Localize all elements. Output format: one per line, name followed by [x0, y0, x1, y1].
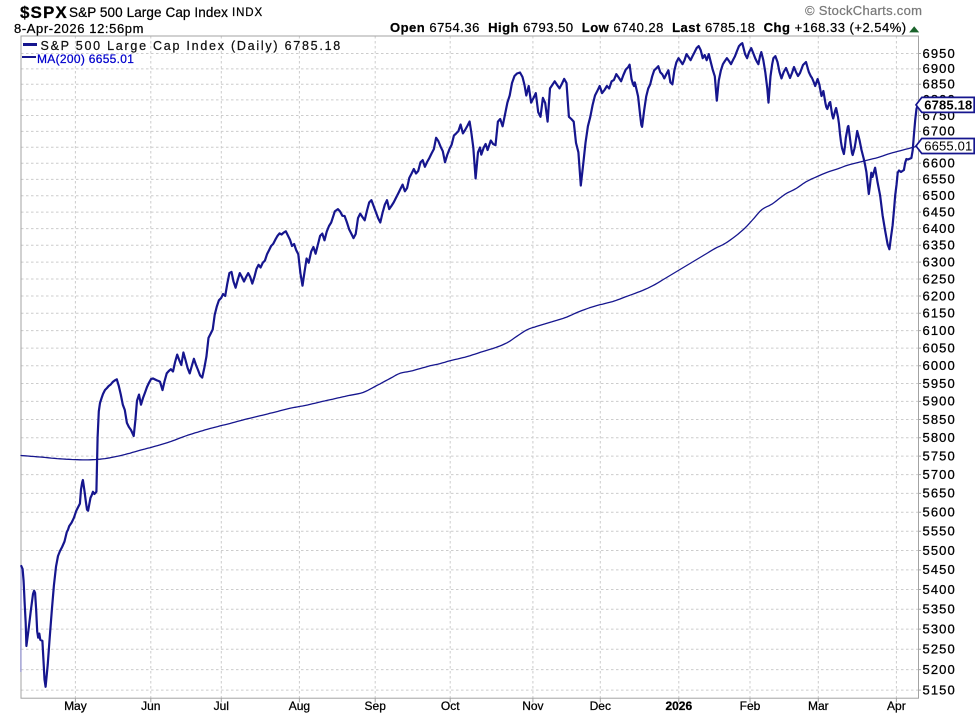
- svg-text:5900: 5900: [923, 394, 956, 409]
- svg-text:Nov: Nov: [522, 699, 543, 713]
- svg-text:5250: 5250: [923, 642, 956, 657]
- svg-text:5350: 5350: [923, 602, 956, 617]
- svg-text:5700: 5700: [923, 467, 956, 482]
- svg-text:5750: 5750: [923, 448, 956, 463]
- svg-text:6400: 6400: [923, 221, 956, 236]
- svg-text:6655.01: 6655.01: [924, 139, 972, 154]
- svg-text:6450: 6450: [923, 204, 956, 219]
- svg-text:5650: 5650: [923, 486, 956, 501]
- svg-text:5300: 5300: [923, 622, 956, 637]
- svg-text:6350: 6350: [923, 238, 956, 253]
- svg-text:5500: 5500: [923, 543, 956, 558]
- svg-text:5400: 5400: [923, 582, 956, 597]
- svg-text:6550: 6550: [923, 172, 956, 187]
- svg-text:5950: 5950: [923, 376, 956, 391]
- svg-text:5600: 5600: [923, 505, 956, 520]
- svg-text:Apr: Apr: [887, 699, 906, 713]
- svg-text:6050: 6050: [923, 340, 956, 355]
- svg-text:Jun: Jun: [141, 699, 160, 713]
- svg-text:5150: 5150: [923, 683, 956, 698]
- svg-text:6250: 6250: [923, 271, 956, 286]
- svg-text:6785.18: 6785.18: [924, 98, 972, 113]
- svg-text:6850: 6850: [923, 77, 956, 92]
- svg-text:5850: 5850: [923, 412, 956, 427]
- svg-text:6600: 6600: [923, 156, 956, 171]
- svg-text:2026: 2026: [665, 699, 692, 713]
- svg-text:6200: 6200: [923, 288, 956, 303]
- svg-text:5550: 5550: [923, 524, 956, 539]
- svg-text:6100: 6100: [923, 323, 956, 338]
- svg-text:Dec: Dec: [590, 699, 611, 713]
- svg-text:Jul: Jul: [214, 699, 229, 713]
- svg-text:5800: 5800: [923, 430, 956, 445]
- svg-text:Oct: Oct: [441, 699, 460, 713]
- svg-text:6950: 6950: [923, 46, 956, 61]
- svg-text:6300: 6300: [923, 254, 956, 269]
- svg-text:Sep: Sep: [365, 699, 387, 713]
- svg-text:5450: 5450: [923, 562, 956, 577]
- svg-text:Aug: Aug: [289, 699, 310, 713]
- svg-text:5200: 5200: [923, 662, 956, 677]
- svg-text:6700: 6700: [923, 124, 956, 139]
- svg-text:Feb: Feb: [740, 699, 761, 713]
- svg-text:6500: 6500: [923, 188, 956, 203]
- svg-text:6150: 6150: [923, 306, 956, 321]
- svg-text:6000: 6000: [923, 358, 956, 373]
- svg-text:Mar: Mar: [808, 699, 829, 713]
- svg-text:6900: 6900: [923, 61, 956, 76]
- svg-text:May: May: [64, 699, 87, 713]
